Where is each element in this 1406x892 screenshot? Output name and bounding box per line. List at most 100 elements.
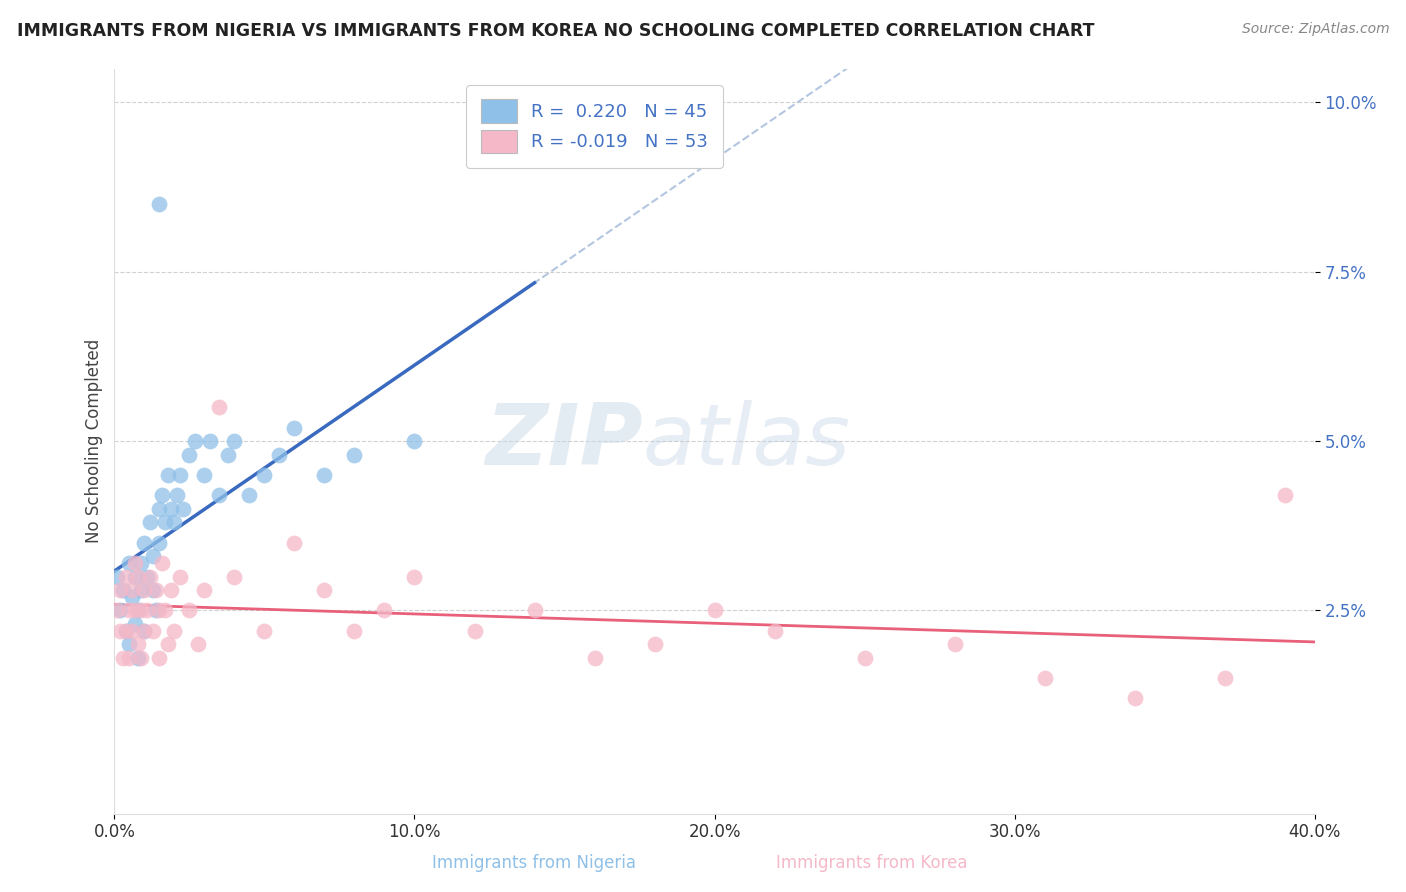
Point xyxy=(155,516,177,530)
Point xyxy=(136,569,159,583)
Point xyxy=(107,603,129,617)
Point xyxy=(373,603,395,617)
Point xyxy=(179,603,201,617)
Point xyxy=(269,448,291,462)
Point xyxy=(152,556,174,570)
Point xyxy=(148,197,170,211)
Point xyxy=(112,650,135,665)
Point xyxy=(127,650,149,665)
Point xyxy=(134,624,156,638)
Point xyxy=(763,624,786,638)
Point xyxy=(193,583,215,598)
Point xyxy=(644,637,666,651)
Text: ZIP: ZIP xyxy=(485,400,643,483)
Text: Source: ZipAtlas.com: Source: ZipAtlas.com xyxy=(1241,22,1389,37)
Point xyxy=(127,637,149,651)
Point xyxy=(115,624,138,638)
Point xyxy=(238,488,260,502)
Point xyxy=(166,488,188,502)
Point xyxy=(187,637,209,651)
Point xyxy=(134,583,156,598)
Point xyxy=(157,637,180,651)
Point xyxy=(118,603,141,617)
Point xyxy=(142,583,165,598)
Point xyxy=(314,583,336,598)
Point xyxy=(148,535,170,549)
Point xyxy=(134,535,156,549)
Point xyxy=(184,434,207,448)
Point xyxy=(127,569,149,583)
Point xyxy=(283,535,305,549)
Point xyxy=(115,569,138,583)
Point xyxy=(124,603,146,617)
Point xyxy=(124,569,146,583)
Point xyxy=(136,603,159,617)
Point xyxy=(118,650,141,665)
Point xyxy=(253,467,276,482)
Point xyxy=(224,569,246,583)
Point xyxy=(224,434,246,448)
Point xyxy=(1123,691,1146,706)
Point xyxy=(404,434,426,448)
Point xyxy=(131,603,153,617)
Text: Immigrants from Korea: Immigrants from Korea xyxy=(776,855,967,872)
Point xyxy=(208,488,231,502)
Point xyxy=(853,650,876,665)
Point xyxy=(523,603,546,617)
Point xyxy=(121,583,143,598)
Point xyxy=(163,516,186,530)
Point xyxy=(343,448,366,462)
Point xyxy=(1213,671,1236,685)
Point xyxy=(169,569,191,583)
Point xyxy=(115,624,138,638)
Point xyxy=(703,603,725,617)
Point xyxy=(200,434,222,448)
Point xyxy=(142,624,165,638)
Point xyxy=(163,624,186,638)
Point xyxy=(253,624,276,638)
Point xyxy=(124,556,146,570)
Point xyxy=(1033,671,1056,685)
Point xyxy=(131,556,153,570)
Point xyxy=(583,650,606,665)
Point xyxy=(193,467,215,482)
Point xyxy=(208,400,231,414)
Point xyxy=(283,420,305,434)
Point xyxy=(131,583,153,598)
Point xyxy=(110,603,132,617)
Point xyxy=(112,583,135,598)
Point xyxy=(121,590,143,604)
Point xyxy=(463,624,485,638)
Point xyxy=(139,569,162,583)
Point xyxy=(1274,488,1296,502)
Point xyxy=(134,624,156,638)
Point xyxy=(160,583,183,598)
Point xyxy=(142,549,165,564)
Point xyxy=(172,501,194,516)
Point xyxy=(131,650,153,665)
Point xyxy=(179,448,201,462)
Point xyxy=(107,569,129,583)
Point xyxy=(124,616,146,631)
Point xyxy=(121,624,143,638)
Text: IMMIGRANTS FROM NIGERIA VS IMMIGRANTS FROM KOREA NO SCHOOLING COMPLETED CORRELAT: IMMIGRANTS FROM NIGERIA VS IMMIGRANTS FR… xyxy=(17,22,1094,40)
Point xyxy=(118,556,141,570)
Point xyxy=(157,467,180,482)
Point xyxy=(110,583,132,598)
Point xyxy=(152,488,174,502)
Text: atlas: atlas xyxy=(643,400,851,483)
Point xyxy=(169,467,191,482)
Point xyxy=(145,583,167,598)
Point xyxy=(217,448,239,462)
Point xyxy=(314,467,336,482)
Legend: R =  0.220   N = 45, R = -0.019   N = 53: R = 0.220 N = 45, R = -0.019 N = 53 xyxy=(467,85,723,168)
Text: Immigrants from Nigeria: Immigrants from Nigeria xyxy=(432,855,637,872)
Point xyxy=(139,516,162,530)
Point xyxy=(118,637,141,651)
Point xyxy=(148,501,170,516)
Y-axis label: No Schooling Completed: No Schooling Completed xyxy=(86,339,103,543)
Point xyxy=(155,603,177,617)
Point xyxy=(943,637,966,651)
Point xyxy=(343,624,366,638)
Point xyxy=(148,650,170,665)
